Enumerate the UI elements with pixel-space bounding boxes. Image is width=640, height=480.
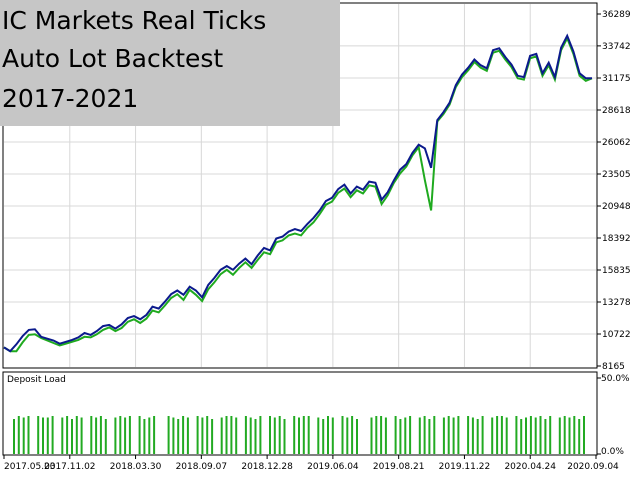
x-tick-label: 2017.05.03: [4, 462, 56, 472]
y-tick-label: 20948: [602, 202, 631, 212]
x-tick-label: 2019.11.22: [439, 462, 491, 472]
deposit-load-bars: [13, 416, 585, 454]
balance-y-axis: 36289 33742 31175 28618 26062 23505 20948 18392…: [597, 10, 631, 372]
y-tick-label: 18392: [602, 234, 631, 244]
x-tick-label: 2018.03.30: [110, 462, 162, 472]
equity-line: [3, 35, 593, 353]
title-overlay: IC Markets Real Ticks Auto Lot Backtest …: [0, 0, 340, 126]
y-tick-label: 13278: [602, 298, 631, 308]
title-line-test: Auto Lot Backtest: [2, 44, 224, 73]
y-tick-label: 33742: [602, 42, 631, 52]
deposit-load-label: Deposit Load: [7, 375, 66, 385]
x-tick-label: 2018.12.28: [241, 462, 293, 472]
y-tick-label: 15835: [602, 266, 631, 276]
balance-line: [3, 33, 592, 353]
title-line-period: 2017-2021: [2, 84, 139, 113]
x-tick-label: 2020.09.04: [567, 462, 619, 472]
y-tick-label: 36289: [602, 10, 631, 20]
deposit-load-y-axis: 50.0% 0.0%: [597, 374, 630, 457]
y-tick-label: 23505: [602, 170, 631, 180]
x-tick-label: 2020.04.24: [504, 462, 556, 472]
x-tick-label: 2019.06.04: [307, 462, 359, 472]
y-tick-label: 31175: [602, 74, 631, 84]
y-tick-label: 28618: [602, 106, 631, 116]
x-tick-label: 2017.11.02: [44, 462, 96, 472]
y-tick-label: 26062: [602, 138, 631, 148]
x-tick-label: 2018.09.07: [176, 462, 228, 472]
y-tick-label: 50.0%: [601, 374, 630, 384]
y-tick-label: 10722: [602, 330, 631, 340]
y-tick-label: 8165: [602, 362, 625, 372]
title-line-broker: IC Markets Real Ticks: [2, 6, 267, 35]
y-tick-label: 0.0%: [601, 447, 624, 457]
x-tick-label: 2019.08.21: [373, 462, 425, 472]
